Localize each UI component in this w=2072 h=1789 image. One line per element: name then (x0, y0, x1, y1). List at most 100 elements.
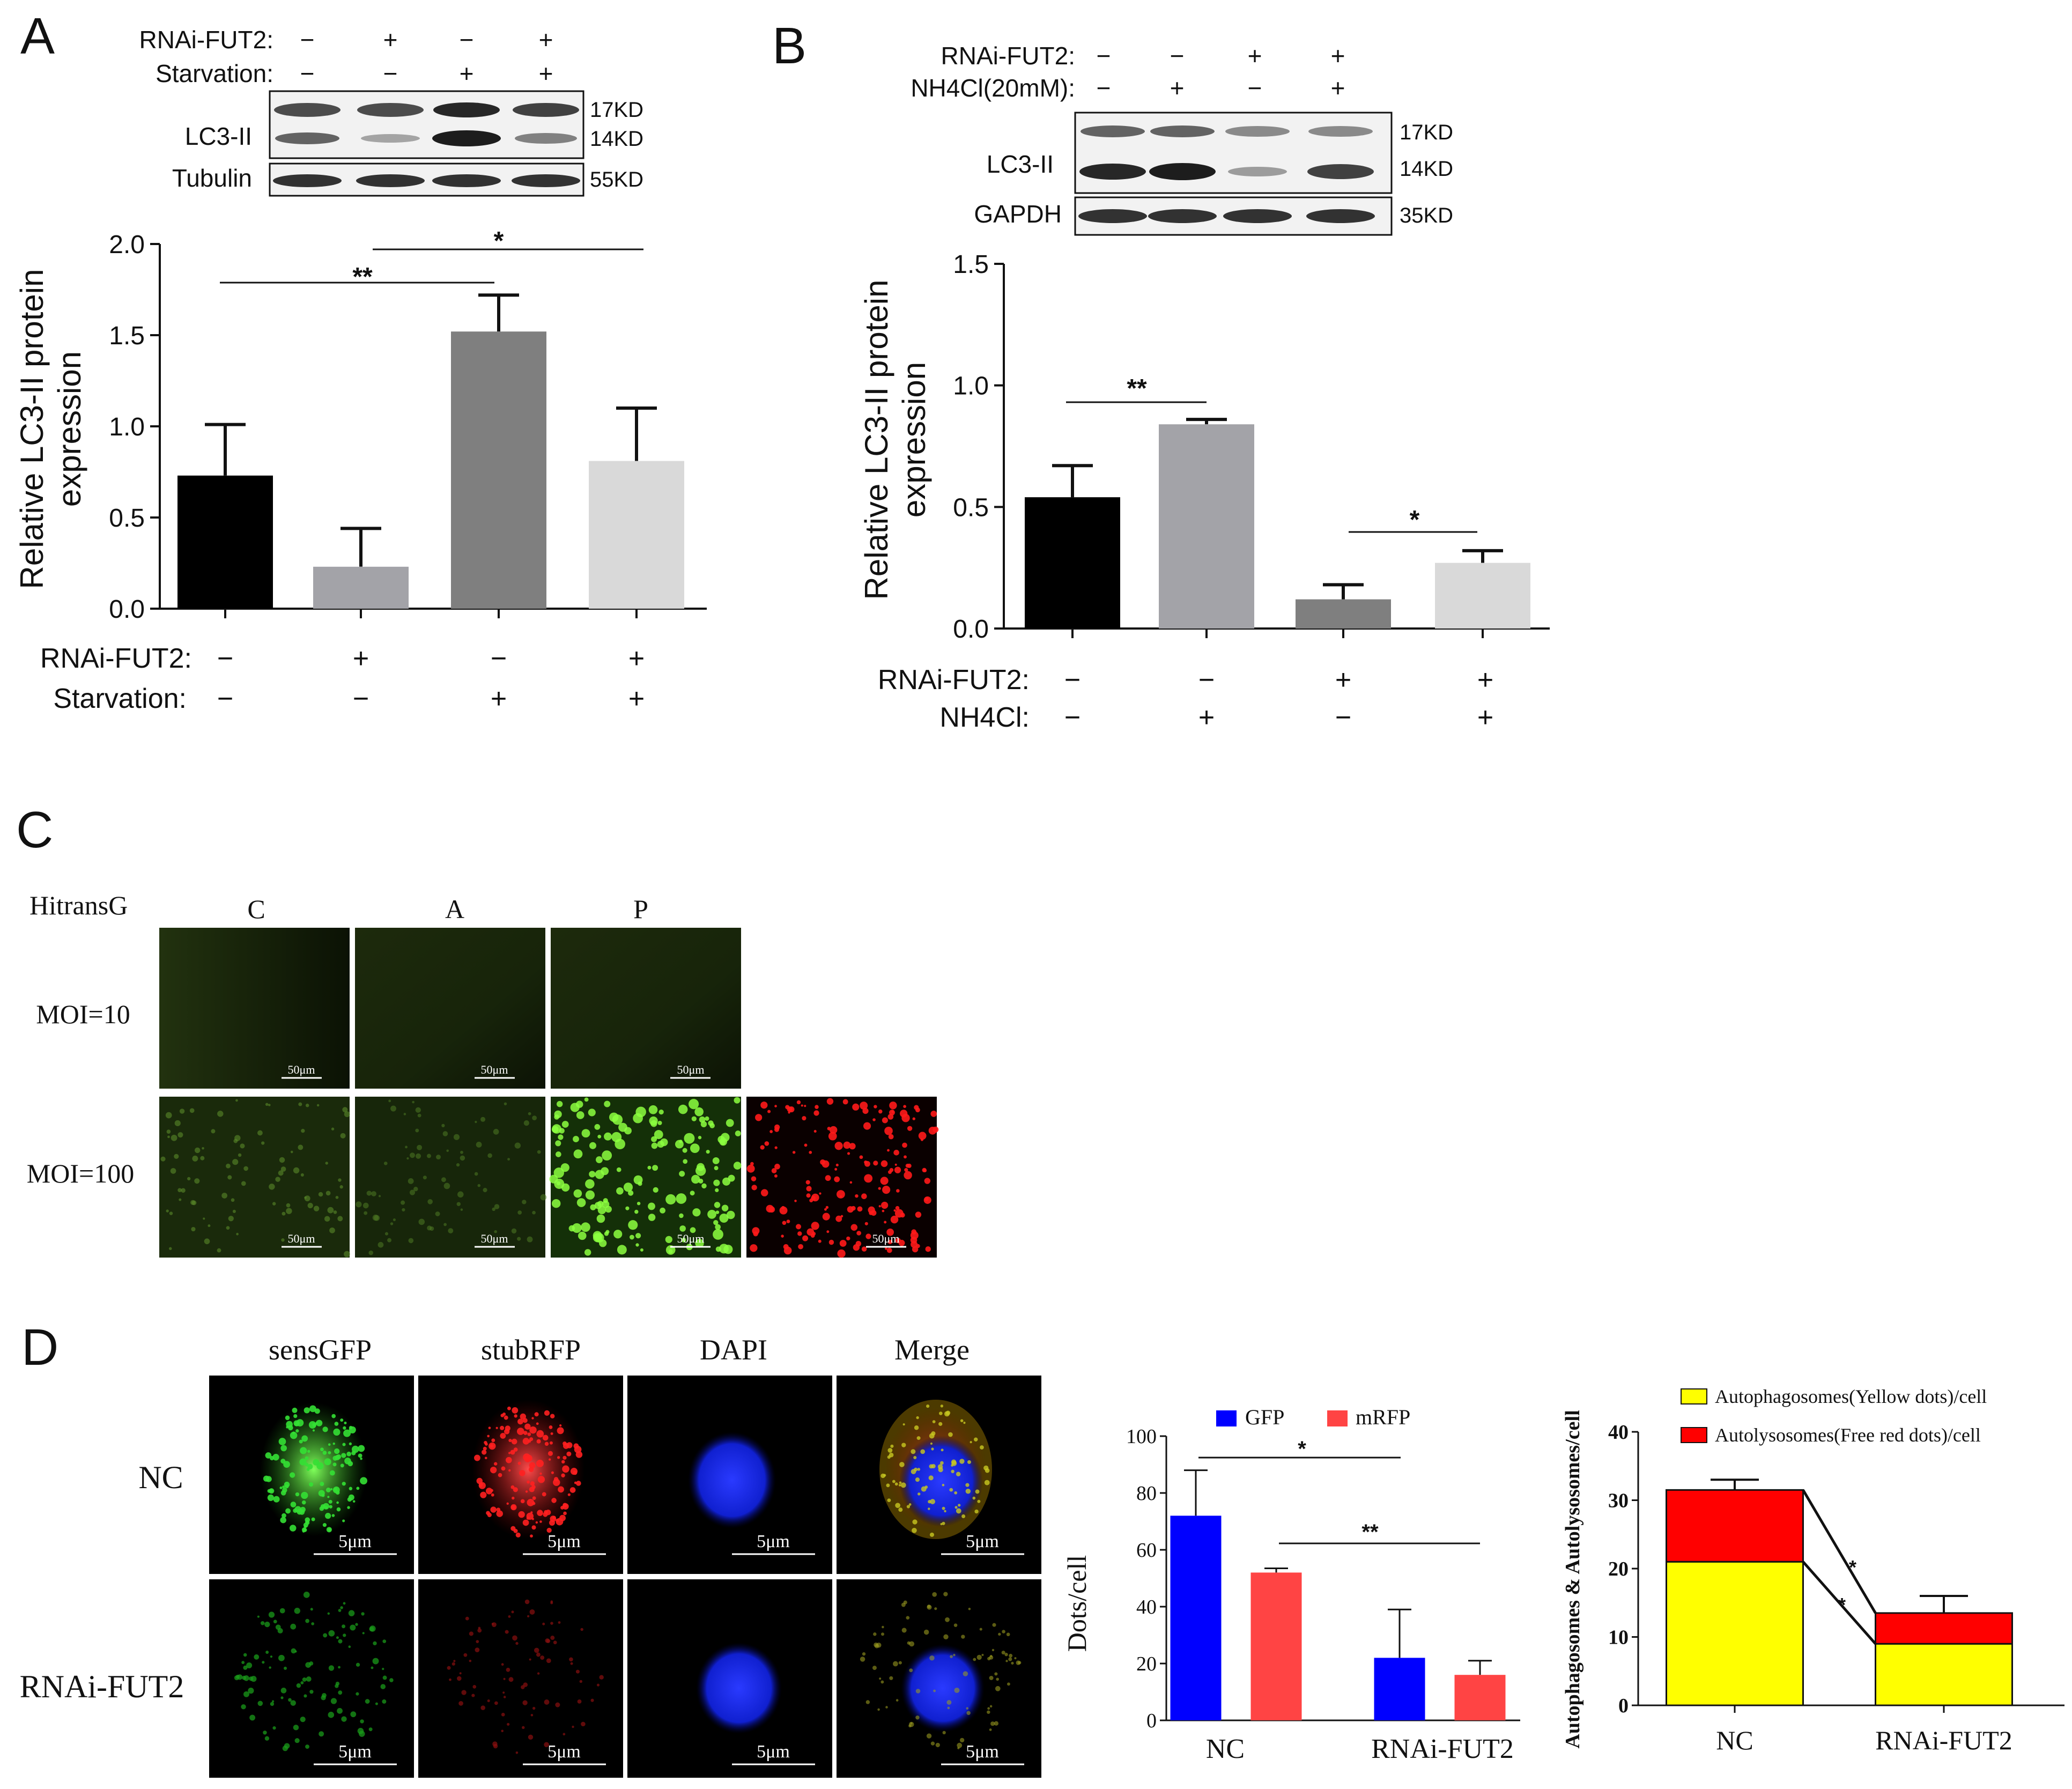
cell-dot (640, 1248, 643, 1252)
cell-dot (801, 1104, 803, 1107)
cell-dot (896, 1189, 900, 1193)
y-tick-label: 20 (1136, 1653, 1157, 1675)
cell-dot (380, 1684, 386, 1689)
cell-dot (406, 1157, 409, 1160)
c-corner-label: HitransG (29, 890, 128, 920)
cell-dot (559, 1424, 562, 1427)
cell-dot (305, 1744, 309, 1749)
cell-dot (284, 1666, 287, 1670)
cell-dot (868, 1206, 875, 1214)
cell-dot (928, 1126, 937, 1135)
cell-dot (511, 1228, 517, 1234)
b-blot-mark: + (1331, 42, 1345, 70)
cell-dot (262, 1661, 265, 1664)
cell-dot (338, 1666, 341, 1669)
cell-dot (498, 1473, 502, 1477)
cell-dot (211, 1129, 216, 1134)
c-col-label: P (633, 894, 648, 924)
cell-dot (537, 1672, 540, 1675)
cell-dot (358, 1453, 362, 1458)
cell-dot (550, 1432, 553, 1435)
cell-dot (316, 1104, 320, 1107)
cell-dot (899, 1481, 902, 1484)
cell-dot (938, 1422, 943, 1426)
b-lc3-label: LC3-II (987, 150, 1054, 178)
cell-dot (168, 1247, 172, 1251)
d-col-label: stubRFP (481, 1334, 581, 1366)
y-tick-label: 0.0 (109, 595, 145, 624)
d-image-rnai-gfp: 5μm (209, 1579, 414, 1778)
cell-dot (328, 1630, 335, 1637)
a-blot-row1-label: RNAi-FUT2: (139, 26, 273, 54)
cell-dot (569, 1487, 576, 1493)
cell-dot (714, 1166, 719, 1171)
cell-dot (304, 1196, 307, 1199)
cell-dot (190, 1200, 196, 1206)
cell-dot (513, 1528, 518, 1533)
d-image-rnai-rfp: 5μm (418, 1579, 623, 1778)
cell-dot (494, 1230, 497, 1233)
cell-dot (254, 1654, 260, 1660)
a-blot-mark: + (539, 60, 553, 87)
cell-dot (243, 1166, 248, 1171)
cell-dot (401, 1200, 405, 1205)
cell-dot (824, 1208, 827, 1211)
cell-dot (968, 1607, 971, 1610)
cell-dot (544, 1410, 550, 1416)
cell-dot (488, 1426, 491, 1430)
cell-dot (480, 1491, 487, 1498)
cell-dot (550, 1516, 557, 1522)
cell-dot (581, 1721, 586, 1727)
cell-dot (755, 1114, 763, 1121)
cell-dot (908, 1721, 914, 1727)
cell-dot (372, 1214, 379, 1221)
cell-dot (895, 1503, 900, 1509)
b-bottom-row1-label: RNAi-FUT2: (878, 664, 1030, 696)
cell-dot (834, 1176, 840, 1182)
cell-dot (688, 1099, 699, 1110)
cell-dot (181, 1188, 186, 1193)
cell-dot (500, 1425, 505, 1430)
d-col-label: sensGFP (269, 1334, 372, 1366)
cell-dot (515, 1642, 519, 1645)
cell-dot (865, 1233, 871, 1239)
cell-dot (286, 1421, 293, 1428)
cell-dot (712, 1157, 720, 1164)
cell-dot (344, 1111, 350, 1118)
cell-dot (779, 1206, 788, 1215)
a-bottom-row1-label: RNAi-FUT2: (40, 643, 192, 674)
cell-dot (442, 1131, 448, 1136)
d1-sig-label-1: * (1298, 1437, 1306, 1461)
cell-dot (881, 1201, 889, 1209)
cell-dot (781, 1234, 784, 1238)
cell-dot (334, 1422, 339, 1426)
cell-dot (316, 1420, 323, 1426)
cell-dot (827, 1127, 831, 1130)
cell-dot (937, 1464, 943, 1469)
cell-dot (324, 1513, 331, 1519)
cell-dot (549, 1425, 553, 1429)
cell-dot (280, 1445, 287, 1452)
cell-dot (967, 1460, 971, 1464)
cell-dot (550, 1622, 553, 1625)
cell-dot (896, 1699, 899, 1702)
a-bottom-mark: − (217, 643, 233, 674)
cell-dot (563, 1455, 567, 1460)
cell-dot (491, 1493, 494, 1497)
cell-dot (872, 1666, 877, 1670)
cell-dot (523, 1120, 529, 1126)
cell-dot (928, 1500, 931, 1504)
cell-dot (548, 1458, 551, 1461)
cell-dot (679, 1213, 684, 1218)
cell-dot (802, 1235, 809, 1241)
cell-dot (325, 1162, 328, 1165)
cell-dot (320, 1482, 324, 1487)
cell-dot (577, 1699, 582, 1704)
cell-dot (991, 1648, 995, 1652)
cell-dot (514, 1414, 517, 1418)
cell-dot (557, 1427, 564, 1435)
cell-dot (826, 1098, 834, 1105)
cell-dot (275, 1177, 280, 1182)
cell-dot (980, 1445, 984, 1450)
cell-dot (471, 1694, 475, 1697)
